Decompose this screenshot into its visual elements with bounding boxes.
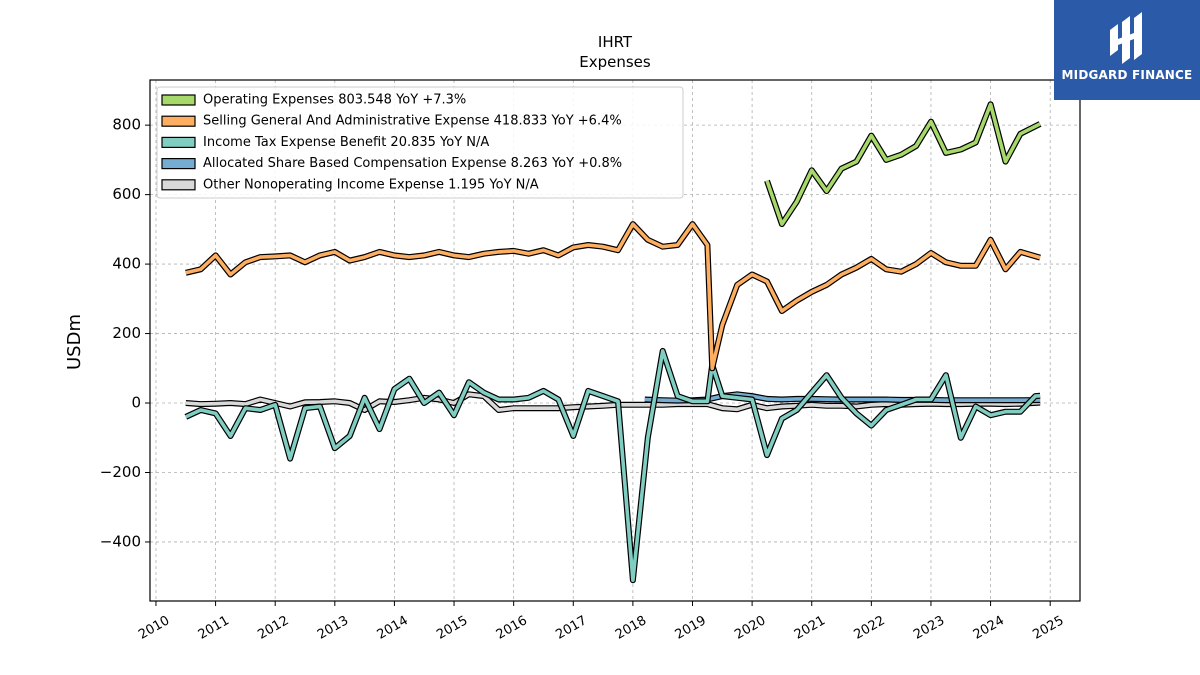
legend-swatch (161, 136, 196, 148)
series-layer (184, 101, 1042, 584)
legend-box (156, 86, 684, 199)
legend-swatch (161, 158, 196, 170)
x-tick-label: 2010 (136, 613, 172, 643)
y-tick-label: −200 (100, 463, 141, 481)
series-line-outline (185, 221, 1041, 372)
legend-label: Allocated Share Based Compensation Expen… (203, 156, 622, 171)
legend-item: Other Nonoperating Income Expense 1.195 … (161, 177, 539, 192)
x-tick-label: 2023 (911, 613, 947, 643)
legend-swatch (161, 94, 196, 106)
legend-item: Selling General And Administrative Expen… (161, 114, 622, 129)
series-1 (185, 221, 1041, 372)
x-tick-label: 2019 (673, 613, 709, 643)
legend: Operating Expenses 803.548 YoY +7.3% Sell… (156, 86, 684, 199)
series-line (765, 102, 1041, 226)
logo-text: MIDGARD FINANCE (1061, 68, 1193, 82)
legend-item: Allocated Share Based Compensation Expen… (161, 156, 622, 171)
legend-label: Selling General And Administrative Expen… (203, 114, 622, 129)
x-tick-label: 2013 (315, 613, 351, 643)
plot-frame (149, 79, 1081, 602)
legend-item: Operating Expenses 803.548 YoY +7.3% (161, 93, 466, 108)
x-tick-label: 2011 (196, 613, 232, 643)
y-tick-label: −400 (100, 532, 141, 550)
logo-mark-icon (1110, 12, 1142, 64)
x-tick-label: 2016 (494, 613, 530, 643)
series-2 (184, 347, 1041, 584)
chart-subtitle: Expenses (579, 53, 651, 71)
series-line-outline (764, 101, 1042, 228)
x-tick-label: 2021 (792, 613, 828, 643)
y-tick-label: 200 (112, 324, 141, 342)
legend-swatch (161, 179, 196, 191)
y-tick-label: 800 (112, 116, 141, 134)
legend-item: Income Tax Expense Benefit 20.835 YoY N/… (161, 135, 489, 150)
series-0 (764, 101, 1042, 228)
series-line (185, 349, 1041, 583)
series-line (185, 222, 1041, 371)
x-tick-label: 2017 (553, 613, 589, 643)
legend-label: Other Nonoperating Income Expense 1.195 … (203, 177, 539, 192)
midgard-finance-logo: MIDGARD FINANCE (1054, 0, 1200, 100)
y-tick-label: 400 (112, 255, 141, 273)
legend-label: Operating Expenses 803.548 YoY +7.3% (203, 93, 466, 108)
y-axis-label: USDm (64, 314, 85, 370)
x-tick-label: 2020 (732, 613, 768, 643)
x-axis: 2010 2011 2012 2013 2014 2015 2016 2017 2018 2019… (136, 601, 1067, 643)
legend-swatch (161, 115, 196, 127)
x-tick-label: 2024 (971, 613, 1007, 643)
x-tick-label: 2012 (255, 613, 291, 643)
series-line-outline (184, 347, 1041, 584)
legend-label: Income Tax Expense Benefit 20.835 YoY N/… (203, 135, 489, 150)
x-tick-label: 2025 (1030, 613, 1066, 643)
x-tick-label: 2014 (375, 613, 411, 643)
grid-lines (150, 80, 1080, 601)
x-tick-label: 2022 (852, 613, 888, 643)
chart-title: IHRT (598, 33, 633, 51)
y-axis: −400 −200 0 200 400 600 800 (100, 116, 150, 550)
x-tick-label: 2015 (434, 613, 470, 643)
y-tick-label: 0 (131, 394, 141, 412)
y-tick-label: 600 (112, 185, 141, 203)
x-tick-label: 2018 (613, 613, 649, 643)
